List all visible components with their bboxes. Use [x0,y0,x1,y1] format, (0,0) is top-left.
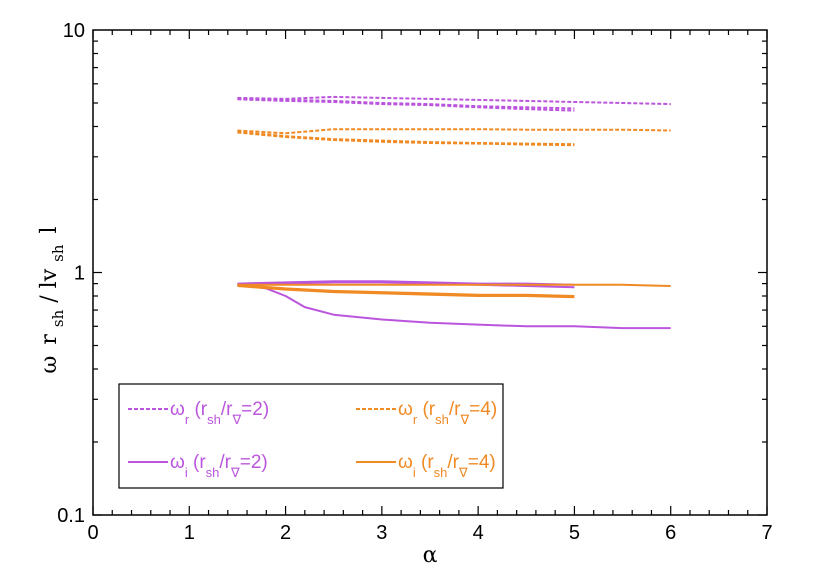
y-axis-title: ω r sh / lv sh l [37,226,69,373]
tick-labels: 0 1 2 3 4 5 6 7 0.1 1 10 [57,20,772,544]
legend-label-part: ω [398,452,413,473]
x-tick-label: 4 [473,522,484,544]
y-title-sh2: sh [49,244,67,262]
legend-label-part: ω [398,399,413,420]
legend-label-part: i [185,465,188,480]
axis-ticks [92,30,768,516]
legend-label-part: /r [449,399,461,420]
x-tick-label: 7 [761,522,772,544]
legend-label-part: (r [417,399,436,420]
series-line [237,128,671,135]
x-tick-label: 2 [280,522,291,544]
series-line [237,283,671,330]
x-tick-label: 1 [184,522,195,544]
series-layer [237,95,671,330]
legend-label-part: /r [219,452,231,473]
legend-label: ωr (rsh/r∇=2) [170,399,269,427]
series-line [237,283,575,297]
legend-label-part: (r [188,452,207,473]
series-line [237,95,671,106]
series-line [237,131,575,147]
legend-label-part: ∇ [230,465,240,480]
legend-label-part: /r [447,452,459,473]
legend-label: ωr (rsh/r∇=4) [398,399,497,427]
legend-label-part: ∇ [459,412,469,427]
legend-label-part: =2) [241,399,269,420]
legend-label-part: ω [170,399,185,420]
svg-text:ω r sh /: ω r sh / lv sh l [37,226,69,373]
plot-frame [92,29,768,516]
legend-label-part: ∇ [231,412,241,427]
y-title-sep: / [37,288,62,302]
x-tick-label: 3 [376,522,387,544]
series-line [237,285,575,299]
legend-label-part: r [413,412,418,427]
legend-label-part: =4) [468,452,496,473]
series-line [237,98,575,112]
legend-label-part: i [413,465,416,480]
legend-label-part: (r [189,399,208,420]
x-tick-label: 0 [87,522,98,544]
legend-label-part: /r [221,399,233,420]
series-line [237,283,671,287]
legend-label-part: sh [207,412,221,427]
legend-label-part: ∇ [458,465,468,480]
y-title-sh1: sh [49,309,67,327]
legend-label: ωi (rsh/r∇=2) [170,452,268,480]
legend-label-part: ω [170,452,185,473]
y-title-tail: l [37,226,62,233]
legend-label-part: sh [434,465,448,480]
series-line [237,97,575,110]
legend-label-part: r [185,412,190,427]
legend-label-part: (r [416,452,435,473]
x-axis-title: α [423,543,438,568]
legend-label: ωi (rsh/r∇=4) [398,452,496,480]
legend-label-part: sh [435,412,449,427]
legend: ωr (rsh/r∇=2) ωr (rsh/r∇=4)ωi (rsh/r∇=2) ω… [118,383,504,489]
y-tick-label: 10 [63,20,85,42]
series-line [237,280,575,286]
y-title-absv: lv [37,268,62,288]
y-tick-label: 0.1 [57,505,85,527]
x-tick-label: 6 [665,522,676,544]
legend-label-part: sh [206,465,220,480]
y-title-r: r [37,334,62,345]
legend-box [118,383,504,489]
x-tick-label: 5 [569,522,580,544]
legend-label-part: =4) [469,399,497,420]
y-tick-label: 1 [74,263,85,285]
legend-label-part: =2) [240,452,268,473]
y-title-omega: ω [37,356,62,374]
